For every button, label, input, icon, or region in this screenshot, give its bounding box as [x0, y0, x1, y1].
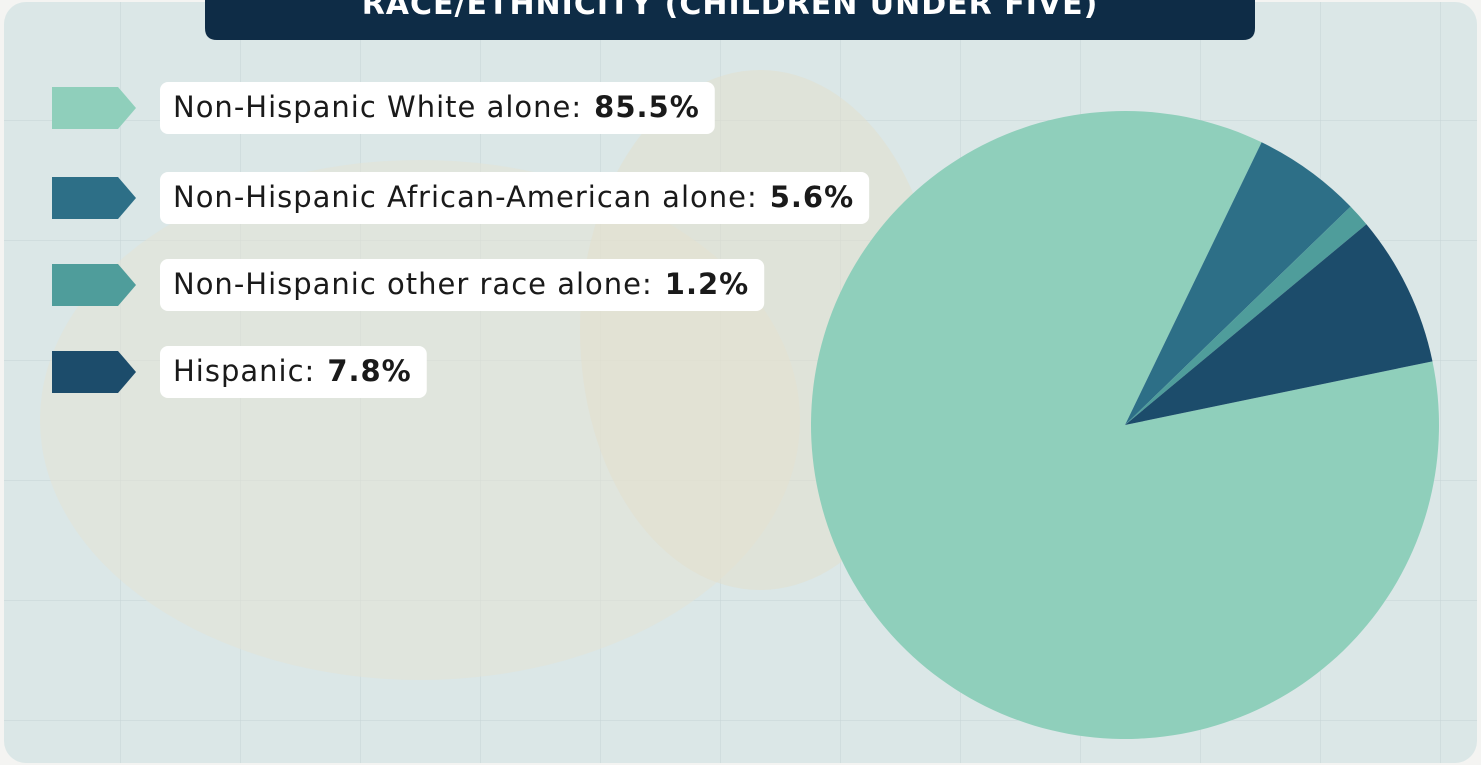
- legend-name: Non-Hispanic White alone:: [173, 90, 582, 124]
- legend-label: Non-Hispanic African-American alone: 5.6%: [173, 180, 854, 214]
- legend-name: Non-Hispanic African-American alone:: [173, 180, 758, 214]
- legend-label: Hispanic: 7.8%: [173, 354, 412, 388]
- legend-value: 1.2%: [665, 267, 749, 301]
- legend-swatch: [52, 351, 136, 393]
- pie-slice: [1125, 224, 1433, 425]
- legend-name: Non-Hispanic other race alone:: [173, 267, 653, 301]
- chart-title: RACE/ETHNICITY (CHILDREN UNDER FIVE): [362, 0, 1099, 22]
- title-banner: [205, 0, 1255, 40]
- legend-label: Non-Hispanic other race alone: 1.2%: [173, 267, 749, 301]
- legend-label: Non-Hispanic White alone: 85.5%: [173, 90, 700, 124]
- legend-value: 5.6%: [770, 180, 854, 214]
- legend-swatch: [52, 264, 136, 306]
- legend-value: 85.5%: [594, 90, 700, 124]
- legend-label-box: [160, 172, 870, 224]
- legend-label-box: [160, 346, 427, 398]
- legend-swatch: [52, 177, 136, 219]
- legend-swatch: [52, 87, 136, 129]
- pie-slice: [1125, 142, 1351, 425]
- legend-value: 7.8%: [327, 354, 411, 388]
- legend-label-box: [160, 259, 765, 311]
- pie-slice: [1125, 206, 1367, 425]
- legend-name: Hispanic:: [173, 354, 315, 388]
- legend-label-box: [160, 82, 715, 134]
